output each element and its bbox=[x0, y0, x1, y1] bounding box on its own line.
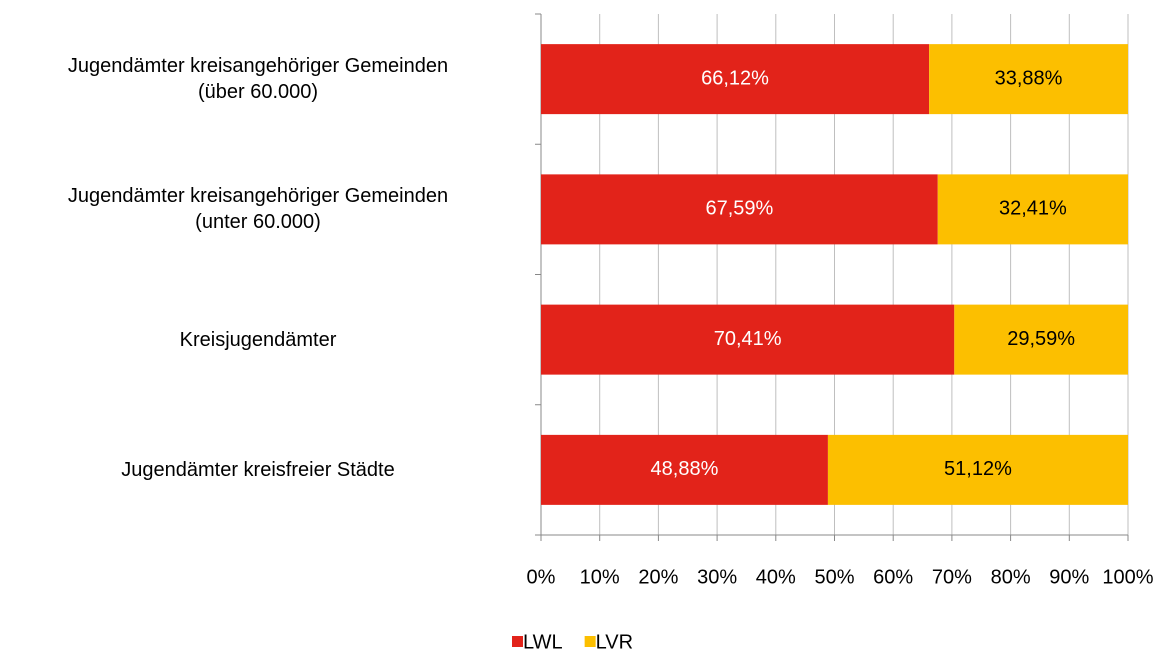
data-label: 48,88% bbox=[651, 458, 719, 480]
x-tick-label: 40% bbox=[756, 566, 796, 588]
y-tick-label: Jugendämter kreisangehöriger Gemeinden (… bbox=[67, 185, 449, 234]
x-tick-label: 70% bbox=[932, 566, 972, 588]
x-tick-label: 100% bbox=[1102, 566, 1153, 588]
x-tick-label: 50% bbox=[814, 566, 854, 588]
x-tick-label: 30% bbox=[697, 566, 737, 588]
bar-segment bbox=[827, 434, 1128, 505]
x-tick-label: 0% bbox=[527, 566, 556, 588]
bar-segment bbox=[541, 44, 930, 115]
x-tick-label: 90% bbox=[1049, 566, 1089, 588]
bar-segment bbox=[541, 304, 955, 375]
data-label: 66,12% bbox=[701, 67, 769, 89]
legend-label: LWL bbox=[523, 631, 563, 653]
legend-swatch bbox=[584, 636, 596, 647]
bar-segment bbox=[929, 44, 1128, 115]
x-tick-label: 60% bbox=[873, 566, 913, 588]
bar-segment bbox=[937, 174, 1128, 245]
legend-swatch bbox=[512, 636, 523, 647]
data-label: 51,12% bbox=[944, 458, 1012, 480]
data-label: 70,41% bbox=[714, 328, 782, 350]
bar-segment bbox=[954, 304, 1128, 375]
x-tick-label: 80% bbox=[991, 566, 1031, 588]
data-label: 67,59% bbox=[705, 198, 773, 220]
y-tick-label: Jugendämter kreisfreier Städte bbox=[121, 458, 395, 481]
legend-label: LVR bbox=[596, 631, 633, 653]
bar-segment bbox=[541, 174, 938, 245]
y-tick-label: Kreisjugendämter bbox=[179, 328, 337, 351]
y-tick-label: Jugendämter kreisangehöriger Gemeinden (… bbox=[67, 55, 449, 104]
bar-segment bbox=[541, 434, 828, 505]
x-tick-label: 20% bbox=[638, 566, 678, 588]
data-label: 33,88% bbox=[995, 67, 1063, 89]
data-label: 32,41% bbox=[999, 198, 1067, 220]
data-label: 29,59% bbox=[1007, 328, 1075, 350]
x-tick-label: 10% bbox=[580, 566, 620, 588]
